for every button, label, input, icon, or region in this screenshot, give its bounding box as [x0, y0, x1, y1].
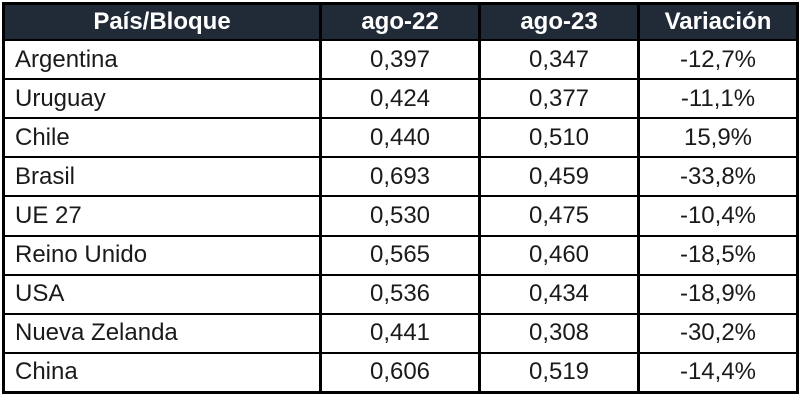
variation-cell: -18,5%: [637, 234, 799, 276]
header-cell-variacion: Variación: [637, 2, 799, 41]
variation-cell: -18,9%: [637, 273, 799, 315]
variation-cell: -14,4%: [637, 351, 799, 394]
country-cell: Brasil: [2, 156, 322, 198]
value-cell-ago23: 0,434: [478, 273, 640, 315]
country-cell: China: [2, 351, 322, 394]
value-cell-ago22: 0,424: [319, 78, 481, 120]
value-cell-ago22: 0,530: [319, 195, 481, 237]
variation-cell: 15,9%: [637, 117, 799, 159]
country-cell: Reino Unido: [2, 234, 322, 276]
header-row: País/Bloque ago-22 ago-23 Variación: [2, 2, 799, 41]
value-cell-ago22: 0,441: [319, 312, 481, 354]
data-table: País/Bloque ago-22 ago-23 Variación Arge…: [2, 2, 799, 394]
header-cell-ago-22: ago-22: [319, 2, 481, 41]
country-cell: Argentina: [2, 38, 322, 81]
table-row: Nueva Zelanda 0,441 0,308 -30,2%: [2, 312, 799, 354]
value-cell-ago23: 0,510: [478, 117, 640, 159]
country-cell: USA: [2, 273, 322, 315]
value-cell-ago23: 0,308: [478, 312, 640, 354]
table-row: Argentina 0,397 0,347 -12,7%: [2, 38, 799, 81]
variation-cell: -33,8%: [637, 156, 799, 198]
value-cell-ago23: 0,475: [478, 195, 640, 237]
table-row: Reino Unido 0,565 0,460 -18,5%: [2, 234, 799, 276]
table-row: Brasil 0,693 0,459 -33,8%: [2, 156, 799, 198]
value-cell-ago22: 0,440: [319, 117, 481, 159]
variation-cell: -30,2%: [637, 312, 799, 354]
variation-cell: -11,1%: [637, 78, 799, 120]
header-cell-ago-23: ago-23: [478, 2, 640, 41]
variation-cell: -12,7%: [637, 38, 799, 81]
value-cell-ago23: 0,460: [478, 234, 640, 276]
value-cell-ago22: 0,693: [319, 156, 481, 198]
table-row: China 0,606 0,519 -14,4%: [2, 351, 799, 394]
value-cell-ago22: 0,397: [319, 38, 481, 81]
table-row: UE 27 0,530 0,475 -10,4%: [2, 195, 799, 237]
table-row: USA 0,536 0,434 -18,9%: [2, 273, 799, 315]
country-cell: UE 27: [2, 195, 322, 237]
header-cell-pais-bloque: País/Bloque: [2, 2, 322, 41]
value-cell-ago23: 0,459: [478, 156, 640, 198]
value-cell-ago23: 0,519: [478, 351, 640, 394]
value-cell-ago22: 0,565: [319, 234, 481, 276]
country-cell: Nueva Zelanda: [2, 312, 322, 354]
country-cell: Uruguay: [2, 78, 322, 120]
value-cell-ago22: 0,606: [319, 351, 481, 394]
value-cell-ago23: 0,347: [478, 38, 640, 81]
variation-cell: -10,4%: [637, 195, 799, 237]
value-cell-ago23: 0,377: [478, 78, 640, 120]
value-cell-ago22: 0,536: [319, 273, 481, 315]
table-row: Chile 0,440 0,510 15,9%: [2, 117, 799, 159]
table-row: Uruguay 0,424 0,377 -11,1%: [2, 78, 799, 120]
country-cell: Chile: [2, 117, 322, 159]
